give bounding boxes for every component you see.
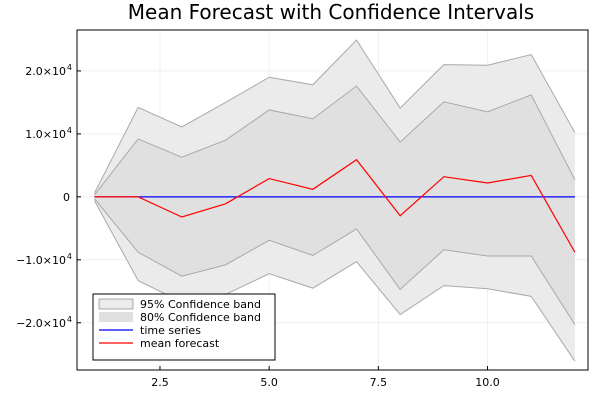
- mean-forecast-line: [94, 158, 576, 253]
- series-lines: [94, 158, 576, 253]
- legend-label: mean forecast: [140, 337, 220, 350]
- y-tick-label: 2.0×10: [25, 65, 66, 78]
- confidence-band-upper-line: [94, 85, 576, 196]
- y-tick-label: −1.0×10: [16, 254, 66, 267]
- x-tick-label: 2.5: [151, 376, 169, 389]
- y-tick-label: −2.0×10: [16, 317, 66, 330]
- legend-swatch-band: [98, 298, 134, 310]
- legend-label: time series: [140, 324, 201, 337]
- chart-title: Mean Forecast with Confidence Intervals: [128, 0, 534, 24]
- y-tick-exponent: 4: [67, 63, 72, 72]
- x-tick-label: 7.5: [370, 376, 388, 389]
- x-axis-ticks: 2.5 5.0 7.5 10.0: [151, 366, 500, 389]
- x-tick-label: 5.0: [260, 376, 278, 389]
- y-tick-label: 1.0×10: [25, 128, 66, 141]
- legend-swatch-band: [99, 312, 133, 322]
- y-tick-exponent: 4: [67, 252, 72, 261]
- legend-label: 80% Confidence band: [140, 311, 261, 324]
- confidence-band-area: [94, 86, 575, 325]
- y-tick-label: 0: [63, 191, 70, 204]
- y-tick-exponent: 4: [67, 126, 72, 135]
- plot-frame: [76, 29, 589, 371]
- confidence-band-upper-line: [94, 39, 576, 194]
- confidence-band-lower-line: [94, 198, 576, 325]
- confidence-bands: [94, 39, 576, 362]
- y-tick-exponent: 4: [67, 315, 72, 324]
- legend-label: 95% Confidence band: [140, 298, 261, 311]
- x-tick-label: 10.0: [475, 376, 500, 389]
